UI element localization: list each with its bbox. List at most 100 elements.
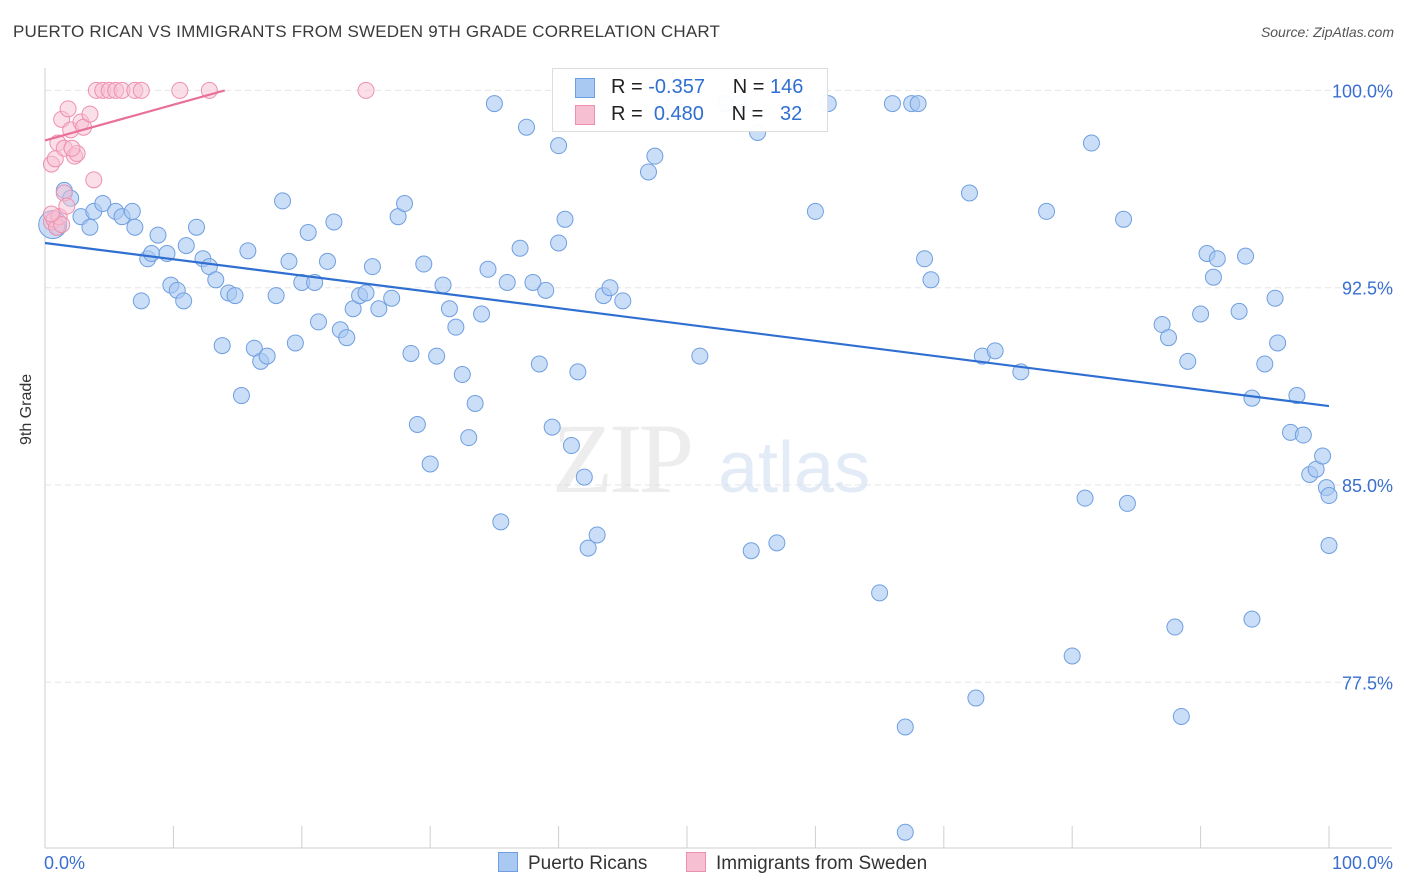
point-puerto-rican [363,258,381,276]
point-sweden [357,81,375,99]
x-tick-label-start: 0.0% [44,853,85,873]
point-puerto-rican [588,526,606,544]
chart-title: PUERTO RICAN VS IMMIGRANTS FROM SWEDEN 9… [13,22,721,41]
point-puerto-rican [447,318,465,336]
point-puerto-rican [460,429,478,447]
point-puerto-rican [922,271,940,289]
point-puerto-rican [175,292,193,310]
source-label: Source: ZipAtlas.com [1260,24,1394,40]
point-puerto-rican [402,344,420,362]
point-puerto-rican [909,95,927,113]
point-puerto-rican [207,271,225,289]
point-puerto-rican [396,195,414,213]
point-puerto-rican [383,289,401,307]
point-puerto-rican [646,147,664,165]
point-sweden [42,205,60,223]
point-puerto-rican [466,394,484,412]
point-puerto-rican [1288,387,1306,405]
point-puerto-rican [556,210,574,228]
point-puerto-rican [1320,536,1338,554]
point-puerto-rican [267,287,285,305]
point-sweden [171,81,189,99]
point-puerto-rican [1115,210,1133,228]
point-puerto-rican [213,337,231,355]
point-puerto-rican [126,218,144,236]
point-puerto-rican [453,366,471,384]
point-puerto-rican [986,342,1004,360]
point-puerto-rican [806,202,824,220]
y-tick-label: 85.0% [1342,476,1393,496]
watermark-atlas: atlas [718,428,870,508]
point-puerto-rican [1243,389,1261,407]
legend-r-value-2: 0.480 [653,103,704,125]
point-puerto-rican [1230,302,1248,320]
legend-n-label-1: N = [732,76,765,98]
y-axis-label: 9th Grade [18,373,35,445]
bottom-legend-puerto-ricans: Puerto Ricans [498,852,647,875]
point-puerto-rican [143,245,161,263]
point-puerto-rican [1314,447,1332,465]
point-puerto-rican [232,387,250,405]
point-puerto-rican [967,689,985,707]
point-puerto-rican [1082,134,1100,152]
trend-lines [44,89,1330,408]
point-puerto-rican [428,347,446,365]
point-puerto-rican [81,218,99,236]
legend-n-label-2: N = [731,103,764,125]
point-puerto-rican [1160,329,1177,347]
point-puerto-rican [370,300,388,318]
point-puerto-rican [258,347,276,365]
point-puerto-rican [562,437,580,455]
point-puerto-rican [485,95,503,113]
point-puerto-rican [1256,355,1274,373]
point-puerto-rican [434,276,452,294]
point-puerto-rican [742,542,760,560]
point-puerto-rican [1269,334,1287,352]
tick-labels: 77.5% 85.0% 92.5% 100.0% 0.0% 100.0% [44,81,1393,873]
point-puerto-rican [1237,247,1255,265]
watermark-zip: ZIP [552,403,690,514]
point-puerto-rican [601,279,619,297]
bottom-legend-label-2: Immigrants from Sweden [716,853,928,874]
y-tick-label: 77.5% [1342,673,1393,693]
legend-r-label-1: R = [611,76,643,98]
trend-line-sweden [44,89,226,142]
point-puerto-rican [299,223,317,241]
point-puerto-rican [415,255,433,273]
bottom-legend-swatch-pink [686,852,706,872]
point-puerto-rican [569,363,587,381]
trend-line-puerto-ricans [44,241,1330,408]
point-puerto-rican [871,584,889,602]
point-puerto-rican [960,184,978,202]
point-puerto-rican [1204,268,1222,286]
point-sweden [59,100,77,118]
point-puerto-rican [149,226,167,244]
correlation-legend: R = -0.357 N = 146 R = 0.480 N = 32 [552,68,828,132]
point-puerto-rican [1243,610,1261,628]
legend-swatch-blue [575,78,595,98]
point-puerto-rican [94,195,112,213]
point-puerto-rican [338,329,356,347]
y-tick-label: 92.5% [1342,279,1393,299]
bottom-legend-swatch-blue [498,852,518,872]
point-puerto-rican [226,287,244,305]
point-sweden [53,216,71,234]
point-puerto-rican [177,237,195,255]
point-puerto-rican [916,250,934,268]
point-puerto-rican [614,292,632,310]
point-puerto-rican [1076,489,1094,507]
point-sweden [81,105,99,123]
point-puerto-rican [188,218,206,236]
legend-r-label-2: R = [611,103,643,125]
point-puerto-rican [479,260,497,278]
point-puerto-rican [1294,426,1312,444]
legend-n-value-2: 32 [780,103,803,125]
legend-r-value-1: -0.357 [648,76,705,98]
point-puerto-rican [511,239,529,257]
point-puerto-rican [132,292,150,310]
point-puerto-rican [537,281,555,299]
axes [44,68,1392,849]
point-puerto-rican [1192,305,1210,323]
point-puerto-rican [896,823,914,841]
y-tick-label: 100.0% [1332,81,1393,101]
